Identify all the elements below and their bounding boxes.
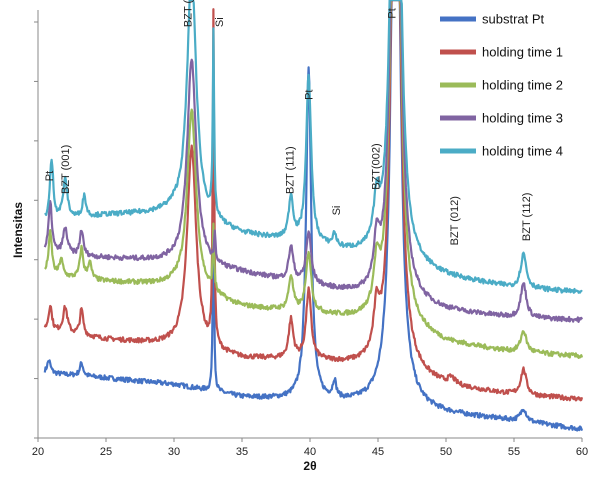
x-tick-label: 50: [440, 446, 452, 458]
y-axis-title: Intensitas: [11, 202, 25, 258]
x-ticks: 20 25 30 35 40 45 50 55 60: [32, 438, 588, 458]
legend-label: holding time 1: [482, 45, 563, 60]
x-tick-label: 40: [304, 446, 316, 458]
x-tick-label: 20: [32, 446, 44, 458]
legend-label: substrat Pt: [482, 12, 545, 27]
peak-label: BZT (112): [521, 193, 533, 242]
peak-label: BZT (011): [183, 0, 195, 27]
peak-label: BZT (012): [449, 196, 461, 245]
peak-annotations: Pt BZT (001) BZT (011) Si Pt BZT (111) Si BZT(0…: [44, 0, 533, 245]
series-line-3: [44, 0, 584, 359]
x-axis-title: 2θ: [303, 459, 316, 473]
peak-label: Pt: [304, 89, 316, 99]
peak-label: BZT (001): [60, 145, 72, 194]
series-layer: [43, 0, 584, 432]
series-line-2: [43, 0, 584, 402]
peak-label: Si: [331, 206, 343, 216]
peak-label: Si: [214, 17, 226, 27]
legend-label: holding time 3: [482, 111, 563, 126]
series-line-1: [43, 0, 584, 432]
x-tick-label: 25: [100, 446, 112, 458]
y-ticks: [34, 21, 38, 439]
legend-label: holding time 2: [482, 78, 563, 93]
legend-label: holding time 4: [482, 144, 563, 159]
legend: substrat Pt holding time 1 holding time 2 h…: [440, 12, 563, 159]
x-tick-label: 60: [576, 446, 588, 458]
x-tick-label: 55: [508, 446, 520, 458]
series-line-4: [43, 0, 583, 323]
peak-label: BZT (111): [285, 146, 297, 194]
peak-label: Pt: [44, 171, 56, 181]
series-line-5: [44, 0, 583, 294]
x-tick-label: 35: [236, 446, 248, 458]
x-tick-label: 30: [168, 446, 180, 458]
peak-label: BZT(002): [370, 143, 382, 189]
peak-label: Pt: [387, 8, 399, 18]
x-tick-label: 45: [372, 446, 384, 458]
